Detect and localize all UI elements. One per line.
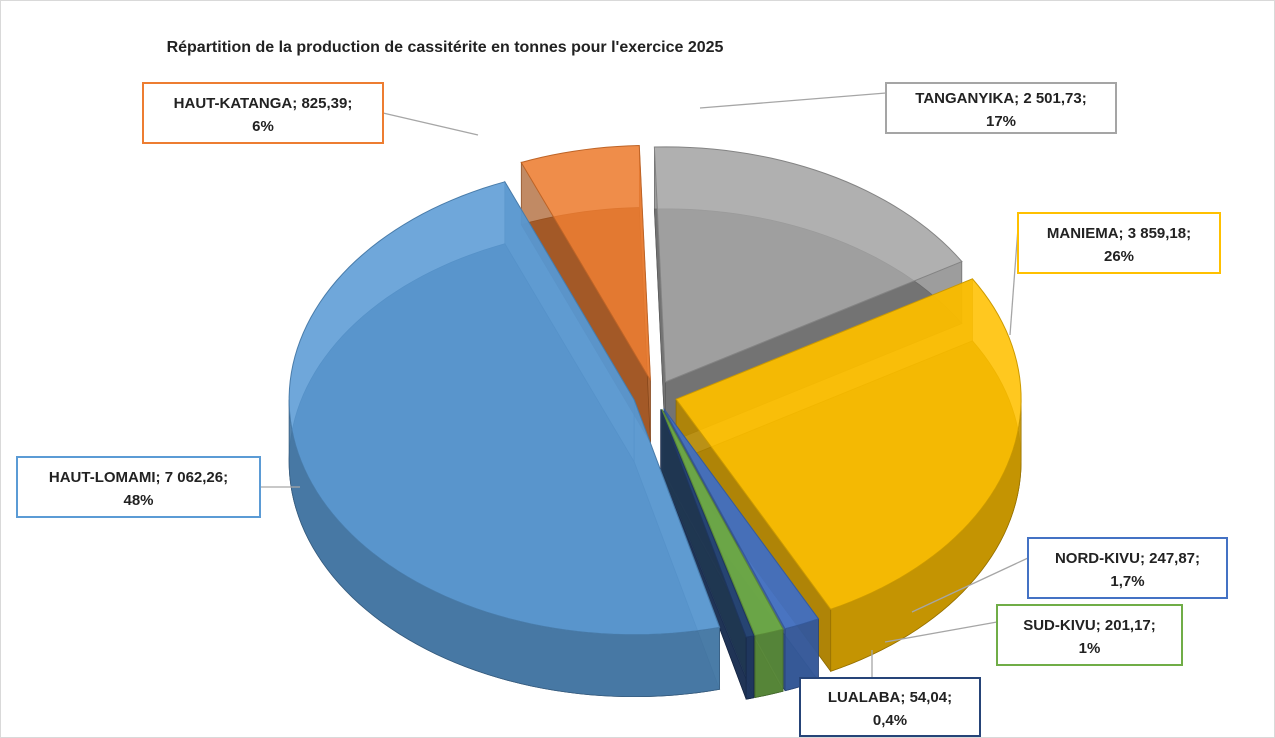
label-value: 2 501,73 (1023, 90, 1081, 107)
label-category: HAUT-LOMAMI (49, 469, 156, 486)
label-separator: ; (1140, 550, 1149, 567)
label-category: NORD-KIVU (1055, 550, 1140, 567)
data-labels: HAUT-KATANGA; 825,39; 6% TANGANYIKA; 2 501… (16, 82, 1228, 737)
label-percent: 0,4% (873, 712, 907, 729)
chart-title: Répartition de la production de cassitér… (167, 39, 724, 56)
label-separator: ; (1096, 617, 1105, 634)
label-box (16, 456, 261, 518)
label-separator: ; (1151, 617, 1156, 634)
slice (663, 408, 820, 630)
label-percent: 48% (123, 492, 153, 509)
label-percent: 1% (1079, 640, 1101, 657)
label-value: 3 859,18 (1128, 225, 1186, 242)
slice (661, 408, 784, 637)
slice (653, 146, 963, 383)
label-box (996, 604, 1183, 666)
label-separator: ; (900, 689, 909, 706)
label-box (1027, 537, 1228, 599)
label-value: 825,39 (301, 95, 347, 112)
data-label: TANGANYIKA; 2 501,73; (915, 90, 1086, 107)
label-box (885, 82, 1117, 134)
label-separator: ; (1082, 90, 1087, 107)
label-separator: ; (1014, 90, 1023, 107)
label-box (142, 82, 384, 144)
slice (675, 278, 1022, 610)
label-separator: ; (1186, 225, 1191, 242)
leader-line (382, 112, 479, 136)
data-label: NORD-KIVU; 247,87; (1055, 550, 1200, 567)
label-separator: ; (223, 469, 228, 486)
slice (660, 409, 755, 638)
data-label: HAUT-LOMAMI; 7 062,26; (49, 469, 228, 486)
slice (288, 181, 721, 636)
label-value: 54,04 (910, 689, 948, 706)
label-box (799, 677, 981, 737)
slice (520, 144, 651, 381)
label-separator: ; (1195, 550, 1200, 567)
data-label: MANIEMA; 3 859,18; (1047, 225, 1191, 242)
slice-tops (288, 144, 1022, 638)
label-category: TANGANYIKA (915, 90, 1014, 107)
slice-wall (745, 635, 755, 700)
data-label: SUD-KIVU; 201,17; (1023, 617, 1156, 634)
leader-line (911, 557, 1029, 613)
label-value: 201,17 (1105, 617, 1151, 634)
label-separator: ; (292, 95, 301, 112)
label-percent: 17% (986, 113, 1016, 130)
label-percent: 1,7% (1110, 573, 1144, 590)
label-value: 7 062,26 (165, 469, 223, 486)
label-category: SUD-KIVU (1023, 617, 1096, 634)
label-value: 247,87 (1149, 550, 1195, 567)
label-separator: ; (947, 689, 952, 706)
label-separator: ; (347, 95, 352, 112)
label-category: LUALABA (828, 689, 901, 706)
label-box (1017, 212, 1221, 274)
label-separator: ; (156, 469, 165, 486)
data-label: HAUT-KATANGA; 825,39; (174, 95, 353, 112)
label-separator: ; (1119, 225, 1128, 242)
leader-line (699, 92, 887, 109)
label-percent: 26% (1104, 248, 1134, 265)
label-category: HAUT-KATANGA (174, 95, 293, 112)
leader-line (1009, 227, 1019, 336)
data-label: LUALABA; 54,04; (828, 689, 952, 706)
label-category: MANIEMA (1047, 225, 1119, 242)
label-percent: 6% (252, 118, 274, 135)
leader-line (884, 621, 998, 643)
slice-wall (754, 628, 784, 698)
